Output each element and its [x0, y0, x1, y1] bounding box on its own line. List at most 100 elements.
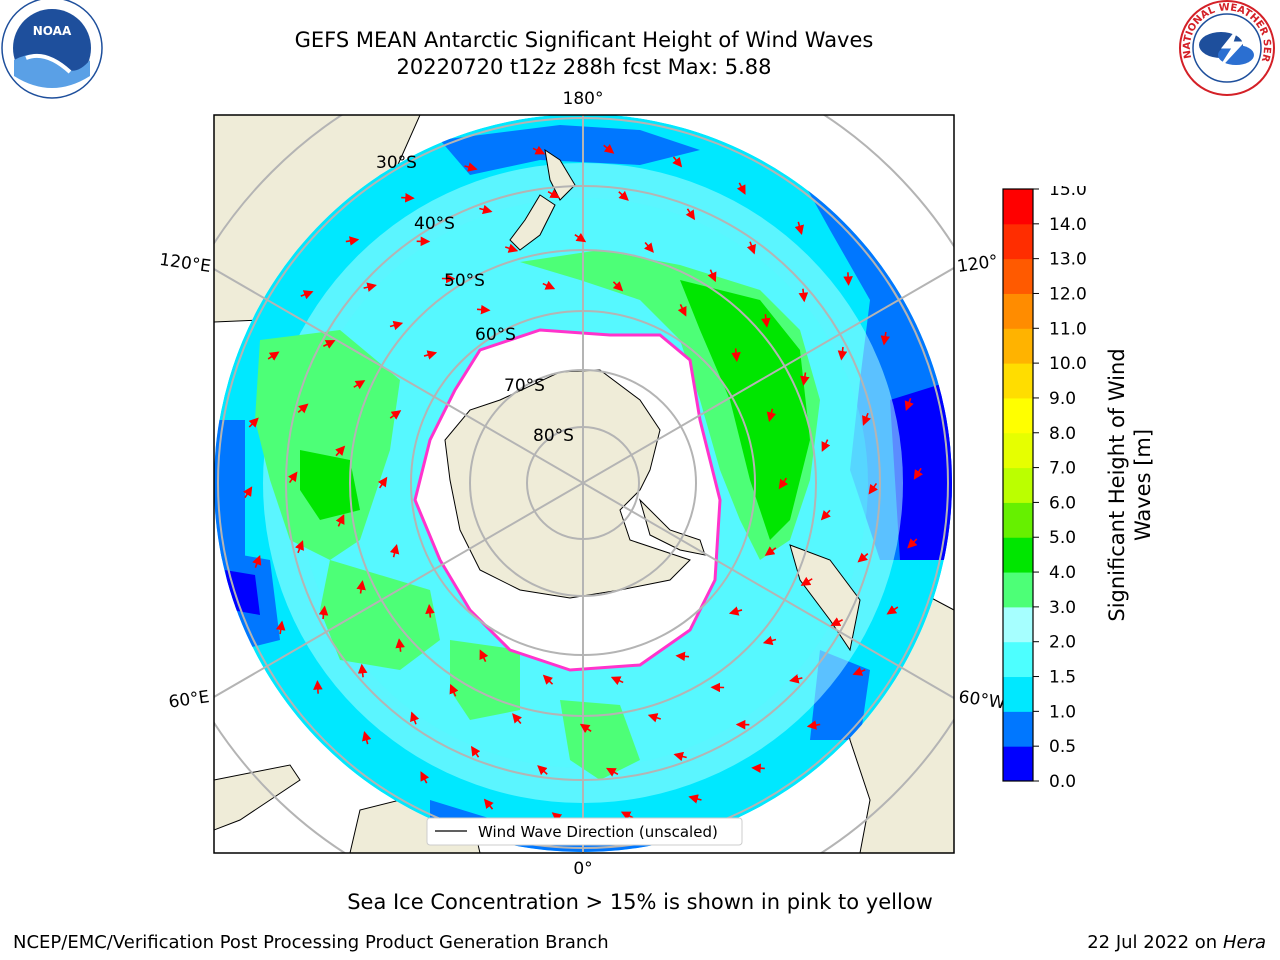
wind-arrow	[731, 348, 741, 363]
wind-arrow	[542, 280, 556, 290]
wind-arrow	[707, 269, 717, 283]
nws-logo: NATIONAL WEATHER SERVICE	[0, 0, 1275, 96]
chart-title: GEFS MEAN Antarctic Significant Height o…	[294, 28, 874, 52]
wind-arrow	[252, 554, 262, 568]
wind-arrow	[479, 204, 493, 215]
wind-arrow	[880, 331, 891, 346]
wind-arrow	[295, 540, 304, 554]
map-legend: Wind Wave Direction (unscaled)	[426, 817, 743, 846]
wind-arrow	[821, 439, 831, 452]
wind-arrow	[675, 651, 690, 662]
wind-arrow	[537, 765, 548, 776]
colorbar-tick-label: 3.0	[1049, 598, 1076, 618]
colorbar-tick-label: 5.0	[1049, 528, 1076, 548]
wind-arrow	[297, 403, 309, 414]
colorbar-tick-label: 1.0	[1049, 702, 1076, 722]
wind-arrow	[746, 241, 756, 255]
colorbar-tick-label: 4.0	[1049, 563, 1076, 583]
wind-arrow	[356, 580, 366, 594]
wind-arrow	[313, 680, 323, 694]
wind-arrow	[820, 509, 831, 521]
map-panel	[214, 115, 954, 853]
colorbar-tick-label: 15.0	[1049, 186, 1087, 200]
wind-arrow	[800, 576, 813, 586]
wind-arrow	[464, 162, 478, 172]
wind-arrow	[476, 304, 491, 315]
wind-arrow	[751, 763, 765, 774]
wind-arrow	[287, 471, 298, 484]
wind-arrow	[800, 372, 810, 386]
svg-text:NATIONAL WEATHER SERVICE: NATIONAL WEATHER SERVICE	[0, 0, 1272, 63]
wind-arrow	[395, 638, 405, 652]
wind-arrow	[913, 467, 923, 480]
wind-arrow	[837, 346, 848, 361]
lat-label-40s: 40°S	[414, 214, 455, 234]
wind-arrow	[857, 552, 869, 563]
wind-arrow	[677, 304, 687, 317]
colorbar-segment	[1003, 641, 1033, 678]
colorbar-segment	[1003, 397, 1033, 434]
colorbar-segment	[1003, 572, 1033, 608]
wind-arrow	[830, 617, 843, 626]
colorbar-segment	[1003, 467, 1033, 503]
footer-host: Hera	[1222, 932, 1266, 953]
wind-arrow	[904, 398, 914, 412]
wind-arrow	[766, 408, 777, 422]
wind-arrow	[425, 603, 435, 618]
lat-label-50s: 50°S	[444, 271, 485, 291]
colorbar-tick-label: 8.0	[1049, 424, 1076, 444]
colorbar-tick-label: 2.0	[1049, 633, 1076, 653]
lat-label-80s: 80°S	[533, 426, 574, 446]
wind-arrow	[579, 723, 592, 734]
wind-arrow	[672, 156, 683, 168]
wind-arrow	[736, 182, 746, 195]
footer-date-text: 22 Jul 2022 on	[1087, 932, 1223, 953]
colorbar-segment	[1003, 293, 1033, 329]
wind-arrow	[532, 145, 546, 155]
wind-arrow	[620, 811, 634, 821]
wind-arrow	[479, 649, 489, 662]
colorbar-tick-label: 10.0	[1049, 354, 1087, 374]
wind-arrow	[907, 538, 918, 549]
colorbar-segment	[1003, 223, 1033, 260]
wind-arrow	[410, 711, 420, 725]
wind-arrow	[789, 674, 803, 684]
colorbar-segment	[1003, 328, 1033, 364]
sea-ice-caption: Sea Ice Concentration > 15% is shown in …	[347, 890, 933, 914]
latitude-labels: 30°S 40°S 50°S 60°S 70°S 80°S	[376, 153, 574, 446]
wind-arrow	[389, 544, 400, 558]
wind-arrow	[483, 798, 494, 810]
wind-arrow	[505, 243, 519, 253]
wind-arrow	[243, 486, 253, 499]
lon-label-120w: 120°	[956, 251, 999, 277]
wind-arrow	[449, 683, 459, 697]
wind-arrow	[688, 794, 702, 804]
wind-arrow	[335, 445, 346, 457]
lat-label-70s: 70°S	[504, 376, 545, 396]
wind-arrow	[764, 546, 777, 556]
wind-arrow	[318, 605, 329, 620]
wind-arrow	[843, 272, 853, 286]
lat-label-30s: 30°S	[376, 153, 417, 173]
wind-arrow	[423, 350, 438, 360]
colorbar: 0.0 0.5 1.0 1.5 2.0 3.0 4.0 5.0 6.0 7.0 8.0 9.0 10.0…	[1002, 186, 1155, 792]
wind-arrow	[389, 410, 402, 420]
colorbar-segment	[1003, 189, 1033, 225]
colorbar-tick-label: 0.0	[1049, 772, 1076, 792]
colorbar-tick-label: 7.0	[1049, 459, 1076, 479]
colorbar-tick-label: 12.0	[1049, 284, 1087, 304]
colorbar-tick-label: 11.0	[1049, 319, 1087, 339]
footer-date: 22 Jul 2022 on Hera	[1087, 932, 1266, 953]
wind-arrow	[610, 676, 624, 686]
wind-arrow	[673, 751, 687, 762]
wind-arrow	[389, 320, 404, 331]
footer-credit: NCEP/EMC/Verification Post Processing Pr…	[13, 932, 609, 953]
colorbar-tick-label: 0.5	[1049, 737, 1076, 757]
wind-arrow	[323, 340, 336, 349]
wind-arrow	[363, 282, 377, 292]
colorbar-segment	[1003, 502, 1033, 538]
colorbar-tick-label: 14.0	[1049, 215, 1087, 235]
wind-arrow	[852, 666, 866, 676]
noaa-logo-text: NOAA	[33, 24, 72, 38]
